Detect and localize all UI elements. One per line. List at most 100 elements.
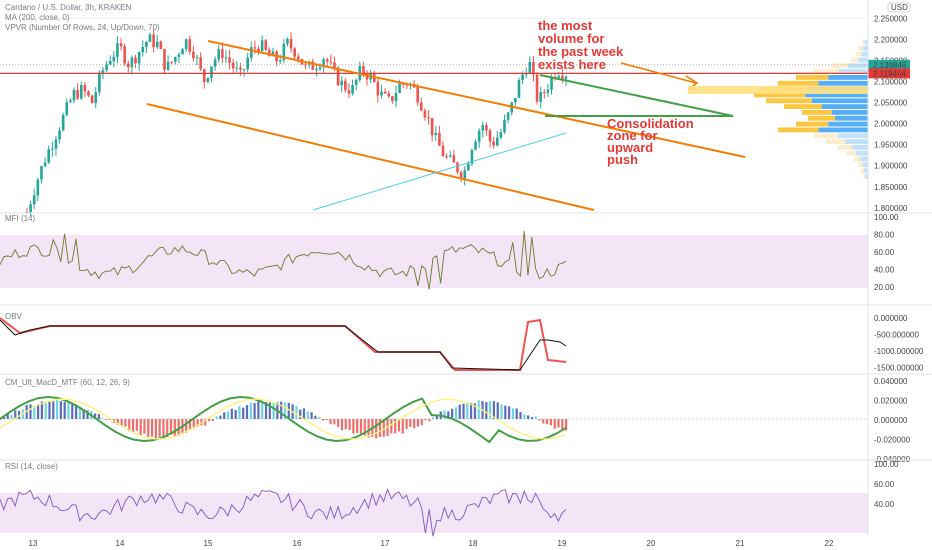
macd-histogram-bar [283,402,287,419]
candle-body [521,74,524,81]
pane-tick-label: -1500.000000 [874,364,924,373]
macd-histogram-bar [63,401,66,419]
macd-histogram-bar [511,408,515,419]
macd-line [0,395,567,444]
candle-body [383,91,387,94]
macd-histogram-bar [337,419,340,427]
macd-histogram-bar [226,411,230,419]
macd-histogram-bar [394,419,397,434]
y-tick-label: 1.900000 [874,162,908,171]
macd-histogram-bar [318,417,321,419]
annotation-volume-line: volume for [538,31,604,46]
channel-upper-line [207,40,746,158]
candle-body [119,43,123,47]
macd-histogram-bar [261,401,264,419]
candle-body [152,34,155,48]
macd-histogram-bar [257,400,260,419]
candle-body [65,102,69,115]
vpvr-bar-down [754,92,806,98]
candle-body [376,81,380,96]
vpvr-bar-up [864,40,868,45]
candle-body [488,130,492,142]
macd-histogram-bar [207,419,211,422]
candle-body [105,64,108,71]
vpvr-bar-up [821,104,868,109]
candle-body [217,49,221,60]
candle-body [304,64,307,66]
macd-histogram-bar [59,401,62,419]
vpvr-bar-up [851,145,868,150]
legend-ma: MA (200, close, 0) [5,13,70,22]
candle-body [47,149,51,163]
macd-histogram-bar [470,403,473,419]
level-price-tag-label: 2.119464 [873,69,906,78]
macd-histogram-bar [420,419,423,426]
candle-body [202,69,206,83]
candle-body [271,51,275,57]
macd-histogram-bar [462,403,465,419]
pane-tick-label: -0.020000 [874,436,911,445]
channel-lower-line [146,103,595,211]
macd-histogram-bar [169,419,173,435]
candle-body [506,112,510,120]
x-tick-label: 22 [825,539,834,548]
candle-body [293,48,296,57]
macd-histogram-bar [451,408,454,419]
vpvr-bar-up [805,92,868,98]
macd-histogram-bar [356,419,359,434]
candle-body [282,43,286,61]
candle-body [492,141,495,146]
vpvr-bar-up [835,115,868,121]
candle-body [340,80,344,86]
candle-body [231,62,235,69]
macd-histogram-bar [280,401,283,419]
candle-body [485,125,488,131]
vpvr-bar-up [838,133,868,139]
macd-histogram-bar [443,410,446,419]
macd-histogram-bar [435,416,439,419]
candle-body [289,39,293,49]
candle-body [61,114,65,131]
macd-histogram-bar [530,417,534,419]
candle-body [69,100,72,103]
candle-body [76,89,79,99]
macd-histogram-bar [105,419,108,420]
annotation-consolidation-line: push [607,152,638,167]
candle-body [420,102,423,111]
candle-body [224,57,228,59]
vpvr-bar-up [862,162,868,168]
macd-histogram-bar [299,409,302,419]
macd-histogram-bar [321,419,325,421]
macd-histogram-bar [565,419,568,431]
macd-histogram-bar [238,406,241,419]
candle-body [550,76,553,90]
macd-histogram-bar [29,404,32,419]
macd-histogram-bar [211,419,214,421]
candle-body [344,80,347,91]
candle-body [253,47,257,49]
macd-histogram-bar [177,419,180,436]
candle-body [54,139,58,149]
candle-body [72,89,76,101]
macd-histogram-bar [302,408,306,419]
macd-histogram-bar [93,413,97,419]
candle-body [470,149,474,164]
vpvr-bar-up [862,45,868,51]
volume-zone-highlight [688,86,868,94]
candle-body [134,57,137,64]
pane-tick-label: 0.000000 [874,314,908,323]
macd-histogram-bar [272,402,275,419]
candle-body [184,39,188,50]
macd-histogram-bar [413,419,416,429]
candle-body [333,62,336,68]
candle-body [98,72,101,93]
macd-histogram-bar [329,419,332,425]
candle-body [29,204,32,213]
candle-body [166,61,170,70]
pane-tick-label: 40.00 [874,500,895,509]
macd-histogram-bar [496,402,499,419]
candle-body [528,62,532,74]
candle-body [336,67,340,86]
macd-histogram-bar [234,410,237,419]
